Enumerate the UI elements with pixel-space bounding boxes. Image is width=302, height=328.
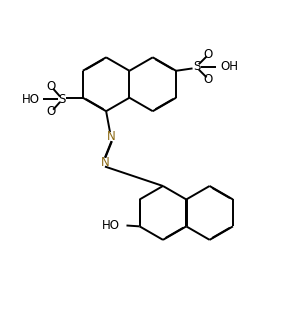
Text: N: N: [101, 155, 109, 169]
Text: OH: OH: [220, 60, 238, 73]
Text: HO: HO: [21, 93, 40, 106]
Text: O: O: [204, 73, 213, 86]
Text: O: O: [47, 105, 56, 118]
Text: O: O: [204, 48, 213, 61]
Text: O: O: [47, 80, 56, 93]
Text: HO: HO: [101, 219, 120, 232]
Text: N: N: [107, 130, 116, 143]
Text: S: S: [193, 60, 201, 73]
Text: S: S: [58, 93, 66, 106]
